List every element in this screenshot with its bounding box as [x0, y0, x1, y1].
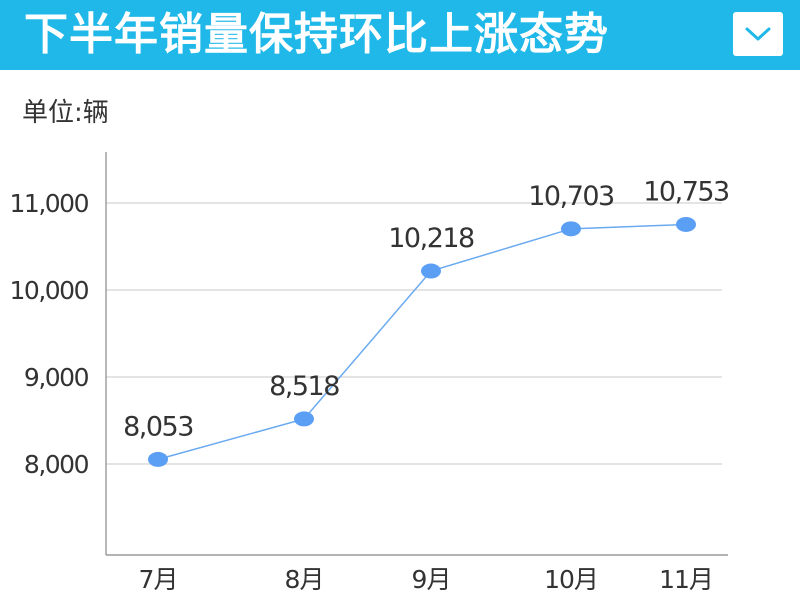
data-label: 10,218: [388, 223, 474, 254]
y-tick-label: 11,000: [10, 189, 89, 218]
x-tick-label: 11月: [659, 565, 713, 594]
x-tick-label: 9月: [412, 565, 451, 594]
data-point: [148, 451, 168, 467]
data-point: [561, 221, 581, 237]
data-point: [294, 411, 314, 427]
y-tick-label: 9,000: [24, 363, 89, 392]
dropdown-button[interactable]: [733, 12, 783, 56]
page-title: 下半年销量保持环比上涨态势: [24, 9, 609, 60]
data-label: 10,703: [528, 181, 614, 212]
y-tick-label: 8,000: [24, 450, 89, 479]
data-label: 8,518: [269, 371, 339, 402]
x-tick-label: 7月: [139, 565, 178, 594]
series-line: [157, 223, 687, 461]
unit-label: 单位:辆: [22, 98, 109, 128]
chevron-down-icon: [745, 27, 771, 41]
data-label: 8,053: [123, 411, 193, 442]
data-point: [421, 263, 441, 279]
x-tick-label: 10月: [544, 565, 598, 594]
x-tick-label: 8月: [285, 565, 324, 594]
data-point: [676, 216, 696, 232]
data-label: 10,753: [643, 176, 729, 207]
header-bar: 下半年销量保持环比上涨态势: [0, 0, 800, 70]
y-tick-label: 10,000: [10, 276, 89, 305]
